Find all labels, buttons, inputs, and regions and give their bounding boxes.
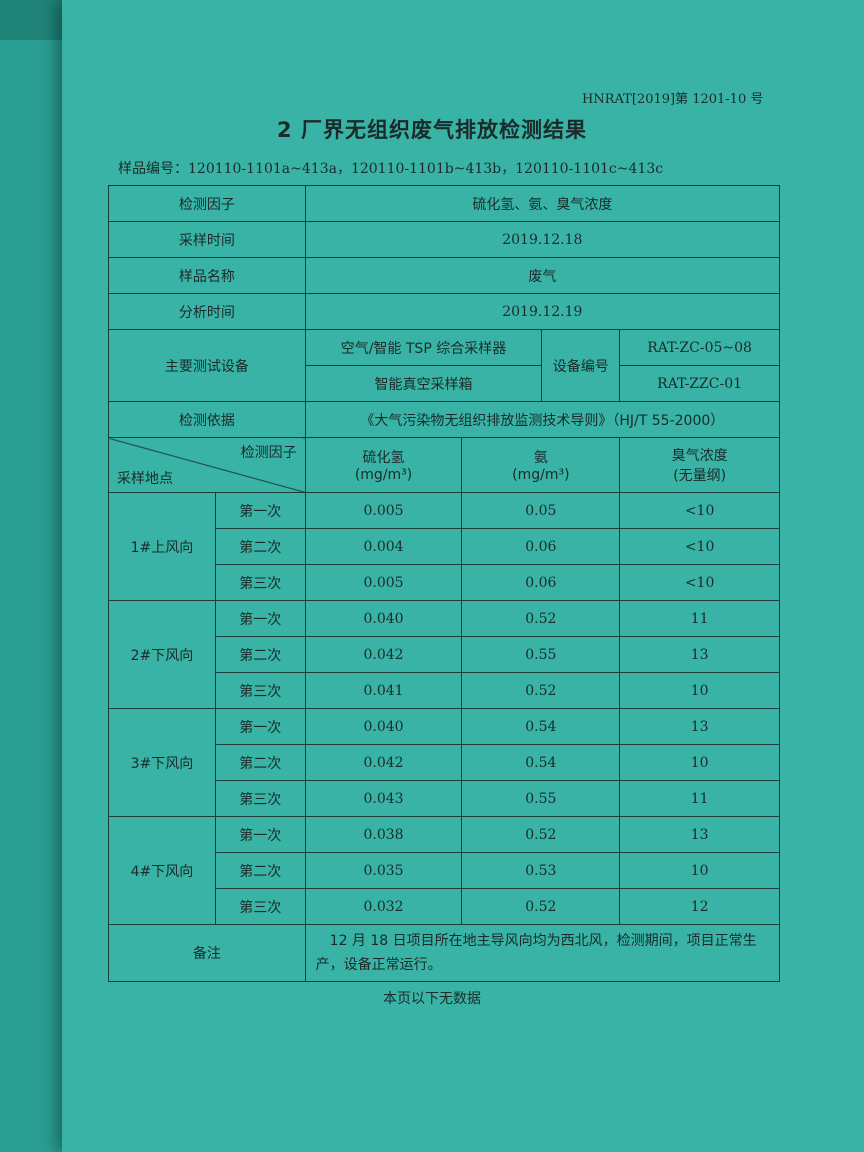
h2s-value: 0.005 xyxy=(304,564,463,601)
odor-value: <10 xyxy=(619,564,780,601)
table-row: 第二次 0.042 0.54 10 xyxy=(109,744,780,781)
table-row: 第三次 0.005 0.06 <10 xyxy=(109,564,780,601)
odor-value: 10 xyxy=(619,672,780,709)
sampling-round: 第二次 xyxy=(214,636,306,673)
sampling-round: 第二次 xyxy=(214,852,306,889)
nh3-value: 0.54 xyxy=(461,744,621,781)
h2s-value: 0.005 xyxy=(304,492,463,529)
column-header-row: 检测因子 采样地点 硫化氢 (mg/m³) 氨 (mg/m³) 臭气浓度 (无量纲) xyxy=(108,437,780,493)
info-row: 分析时间 2019.12.19 xyxy=(108,293,781,330)
odor-value: 13 xyxy=(619,636,780,673)
info-row: 检测依据 《大气污染物无组织排放监测技术导则》（HJ/T 55-2000） xyxy=(108,401,781,438)
nh3-value: 0.52 xyxy=(461,600,621,637)
odor-value: <10 xyxy=(619,528,780,565)
nh3-value: 0.52 xyxy=(461,672,621,709)
sampling-round: 第三次 xyxy=(214,780,306,817)
h2s-value: 0.040 xyxy=(304,708,463,745)
diagonal-header: 检测因子 采样地点 xyxy=(108,437,306,493)
table-row: 第二次 0.042 0.55 13 xyxy=(109,636,780,673)
footer-note: 本页以下无数据 xyxy=(383,991,481,1007)
h2s-value: 0.042 xyxy=(304,744,463,781)
sampling-round: 第一次 xyxy=(214,708,306,745)
document-reference: HNRAT[2019]第 1201-10 号 xyxy=(582,92,764,107)
location-cell: 2#下风向 xyxy=(108,600,216,709)
sampling-round: 第一次 xyxy=(214,600,306,637)
table-row: 4#下风向 第一次 0.038 0.52 13 xyxy=(108,816,780,925)
location-cell: 4#下风向 xyxy=(108,816,216,925)
nh3-value: 0.52 xyxy=(461,888,621,925)
nh3-value: 0.06 xyxy=(461,528,621,565)
sampling-round: 第二次 xyxy=(214,528,306,565)
remark-row: 备注 12 月 18 日项目所在地主导风向均为西北风，检测期间，项目正常生产，设… xyxy=(108,924,781,982)
page-title: 2 厂界无组织废气排放检测结果 xyxy=(277,118,587,142)
table-row: 第二次 0.035 0.53 10 xyxy=(109,852,780,889)
results-table: 检测因子 硫化氢、氨、臭气浓度 采样时间 2019.12.18 样品名称 废气 分析时… xyxy=(108,185,781,982)
h2s-value: 0.042 xyxy=(304,636,463,673)
nh3-value: 0.05 xyxy=(461,492,621,529)
nh3-value: 0.54 xyxy=(461,708,621,745)
equipment-row: 智能真空采样箱 RAT-ZZC-01 xyxy=(109,365,780,402)
nh3-value: 0.55 xyxy=(461,780,621,817)
odor-value: <10 xyxy=(619,492,780,529)
sampling-round: 第一次 xyxy=(214,492,306,529)
nh3-value: 0.06 xyxy=(461,564,621,601)
nh3-value: 0.55 xyxy=(461,636,621,673)
info-row: 样品名称 废气 xyxy=(108,257,781,294)
h2s-value: 0.004 xyxy=(304,528,463,565)
nh3-value: 0.53 xyxy=(461,852,621,889)
sampling-round: 第三次 xyxy=(214,672,306,709)
sample-ids: 样品编号：120110-1101a~413a，120110-1101b~413b… xyxy=(118,161,664,177)
odor-value: 11 xyxy=(619,600,780,637)
odor-value: 12 xyxy=(619,888,780,925)
table-row: 2#下风向 第一次 0.040 0.52 11 xyxy=(108,600,780,709)
h2s-value: 0.041 xyxy=(304,672,463,709)
odor-value: 10 xyxy=(619,744,780,781)
h2s-value: 0.035 xyxy=(304,852,463,889)
sampling-round: 第三次 xyxy=(214,888,306,925)
table-row: 第三次 0.041 0.52 10 xyxy=(109,672,780,709)
h2s-value: 0.038 xyxy=(304,816,463,853)
sampling-round: 第二次 xyxy=(214,744,306,781)
table-row: 1#上风向 第一次 0.005 0.05 <10 xyxy=(108,492,780,601)
odor-value: 10 xyxy=(619,852,780,889)
sampling-round: 第三次 xyxy=(214,564,306,601)
table-row: 3#下风向 第一次 0.040 0.54 13 xyxy=(108,708,780,817)
h2s-value: 0.040 xyxy=(304,600,463,637)
odor-value: 11 xyxy=(619,780,780,817)
h2s-value: 0.032 xyxy=(304,888,463,925)
location-cell: 3#下风向 xyxy=(108,708,216,817)
odor-value: 13 xyxy=(619,816,780,853)
info-row: 采样时间 2019.12.18 xyxy=(108,221,781,258)
table-row: 第二次 0.004 0.06 <10 xyxy=(109,528,780,565)
nh3-value: 0.52 xyxy=(461,816,621,853)
location-cell: 1#上风向 xyxy=(108,492,216,601)
h2s-value: 0.043 xyxy=(304,780,463,817)
sampling-round: 第一次 xyxy=(214,816,306,853)
odor-value: 13 xyxy=(619,708,780,745)
info-row: 检测因子 硫化氢、氨、臭气浓度 xyxy=(108,185,781,222)
equipment-row: 主要测试设备 空气/智能 TSP 综合采样器 设备编号 RAT-ZC-05~08 xyxy=(108,329,780,402)
table-row: 第三次 0.043 0.55 11 xyxy=(109,780,780,817)
